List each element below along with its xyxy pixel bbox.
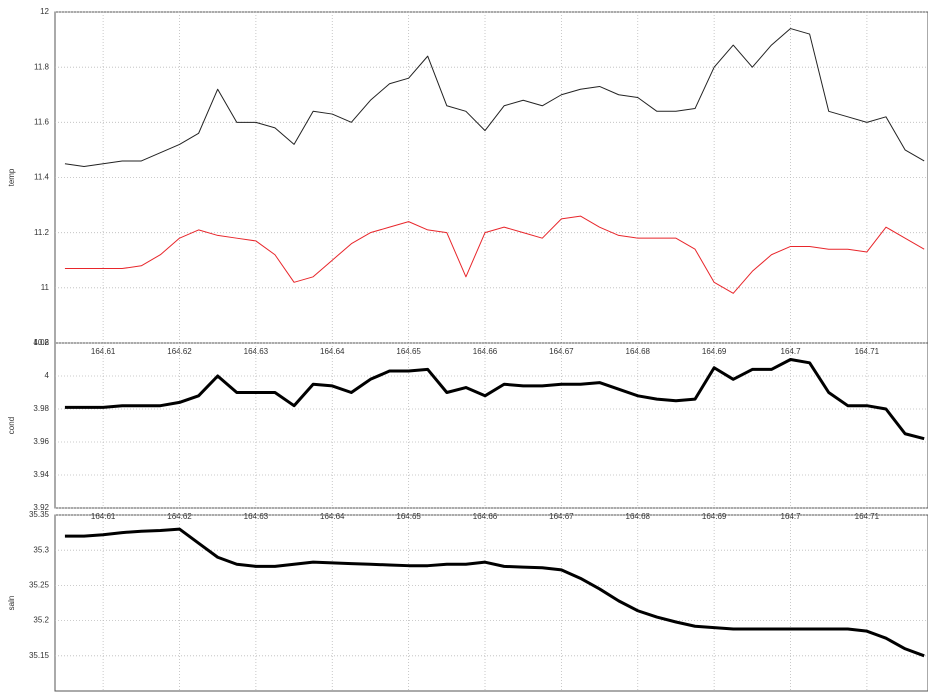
y-tick-label: 12	[40, 7, 49, 16]
x-tick-label: 164.64	[320, 512, 345, 521]
x-tick-label: 164.68	[626, 512, 651, 521]
y-tick-label: 4.02	[33, 338, 49, 347]
data-line	[64, 527, 925, 658]
x-tick-label: 164.71	[855, 512, 880, 521]
y-axis-label: temp	[7, 168, 16, 186]
x-tick-label: 164.7	[781, 347, 802, 356]
y-tick-label: 11.8	[34, 62, 50, 71]
x-tick-label: 164.69	[702, 347, 727, 356]
x-tick-label: 164.66	[473, 512, 498, 521]
panel-frame	[54, 11, 928, 344]
y-tick-label: 11.2	[34, 228, 50, 237]
y-tick-label: 35.2	[33, 616, 49, 625]
y-tick-label: 3.98	[33, 404, 49, 413]
y-tick-label: 4	[45, 371, 50, 380]
x-tick-label: 164.63	[244, 347, 269, 356]
x-tick-label: 164.71	[855, 347, 880, 356]
y-tick-label: 35.25	[29, 581, 50, 590]
x-tick-label: 164.7	[781, 512, 802, 521]
x-tick-label: 164.61	[91, 512, 116, 521]
y-tick-label: 35.35	[29, 510, 50, 519]
y-tick-label: 11.6	[34, 117, 50, 126]
x-tick-label: 164.62	[167, 512, 192, 521]
x-tick-label: 164.62	[167, 347, 192, 356]
x-tick-label: 164.63	[244, 512, 269, 521]
x-tick-label: 164.61	[91, 347, 116, 356]
x-tick-label: 164.69	[702, 512, 727, 521]
y-tick-label: 11.4	[34, 173, 50, 182]
y-tick-label: 11	[41, 283, 50, 292]
y-tick-label: 35.15	[29, 651, 50, 660]
x-tick-label: 164.68	[626, 347, 651, 356]
data-line	[64, 28, 925, 167]
panel-frame	[54, 514, 928, 692]
y-axis-label: saln	[7, 596, 16, 611]
y-tick-label: 3.96	[33, 437, 49, 446]
y-axis-label: cond	[7, 417, 16, 434]
x-tick-label: 164.65	[396, 347, 421, 356]
y-tick-label: 3.92	[33, 503, 49, 512]
y-tick-label: 35.3	[33, 545, 49, 554]
y-tick-label: 10.8	[33, 338, 49, 347]
x-tick-label: 164.65	[396, 512, 421, 521]
x-tick-label: 164.64	[320, 347, 345, 356]
y-tick-label: 3.94	[33, 470, 49, 479]
x-tick-label: 164.67	[549, 512, 574, 521]
x-tick-label: 164.66	[473, 347, 498, 356]
panel-frame	[54, 342, 928, 509]
data-line	[64, 215, 925, 294]
x-tick-label: 164.67	[549, 347, 574, 356]
data-line	[64, 358, 925, 441]
